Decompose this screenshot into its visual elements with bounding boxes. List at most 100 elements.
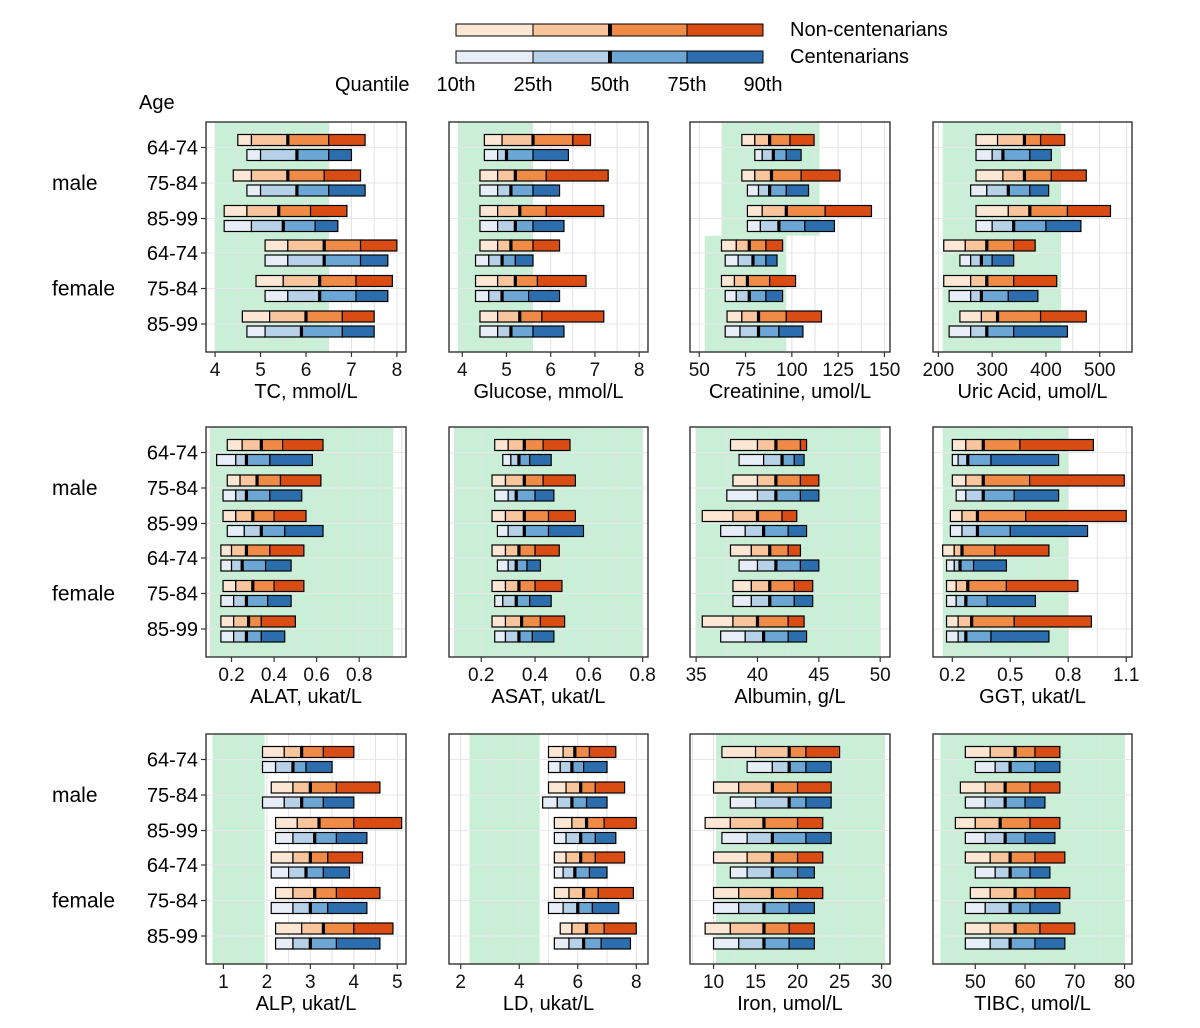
legend-swatch-non-centenarian-3 — [609, 23, 688, 37]
bar-non-centenarian-q4 — [273, 579, 305, 593]
median-marker — [768, 134, 772, 146]
bar-centenarian-q4 — [335, 831, 368, 845]
x-tick-label: 25 — [829, 972, 850, 993]
bar-centenarian-q1 — [724, 289, 737, 303]
bar-centenarian-q4 — [359, 254, 389, 267]
x-axis-label: Iron, umol/L — [737, 993, 843, 1015]
bar-non-centenarian-q4 — [341, 310, 375, 323]
median-marker — [579, 782, 583, 793]
bar-centenarian-q4 — [327, 901, 368, 915]
bar-non-centenarian-q3 — [763, 922, 790, 935]
bar-centenarian-q2 — [497, 219, 516, 233]
bar-non-centenarian-q1 — [222, 509, 237, 523]
median-marker — [513, 275, 517, 287]
bar-non-centenarian-q2 — [732, 615, 759, 628]
bar-non-centenarian-q3 — [1023, 169, 1052, 182]
median-marker — [998, 817, 1002, 829]
bar-non-centenarian-q4 — [603, 816, 637, 830]
bar-centenarian-q3 — [577, 901, 593, 915]
bar-centenarian-q3 — [1007, 184, 1031, 197]
bar-non-centenarian-q3 — [521, 615, 542, 628]
bar-centenarian-q3 — [1009, 760, 1036, 774]
legend-swatch-non-centenarian-4 — [686, 23, 764, 37]
bar-centenarian-q3 — [323, 254, 362, 267]
x-tick-label: 50 — [965, 972, 986, 993]
panel-frame — [205, 426, 407, 658]
bar-centenarian-q2 — [488, 289, 503, 303]
legend-quantile-label: 75th — [668, 74, 707, 96]
median-marker — [513, 170, 517, 181]
bar-non-centenarian-q3 — [585, 922, 605, 935]
bar-non-centenarian-q1 — [222, 579, 237, 593]
bar-non-centenarian-q3 — [256, 474, 282, 487]
median-marker — [985, 240, 989, 251]
age-label: 85-99 — [147, 926, 198, 948]
bar-non-centenarian-q3 — [1014, 922, 1041, 935]
bar-non-centenarian-q1 — [959, 310, 983, 323]
bar-non-centenarian-q4 — [1029, 474, 1125, 487]
group-label-female: female — [52, 278, 115, 301]
bar-centenarian-q1 — [226, 524, 245, 538]
bar-centenarian-q3 — [1004, 796, 1026, 809]
bar-non-centenarian-q1 — [951, 438, 967, 452]
median-marker — [985, 275, 989, 287]
median-marker — [995, 311, 1000, 322]
bar-non-centenarian-q2 — [296, 816, 320, 830]
x-tick-label: 125 — [822, 360, 854, 381]
bar-non-centenarian-q2 — [301, 922, 324, 935]
bar-non-centenarian-q3 — [319, 274, 357, 288]
x-tick-label: 50 — [870, 665, 891, 686]
bar-non-centenarian-q4 — [359, 239, 398, 252]
panel-frame — [689, 426, 891, 658]
median-marker — [960, 545, 964, 556]
x-tick-label: 400 — [1030, 360, 1062, 381]
bar-non-centenarian-q3 — [748, 239, 767, 252]
bar-centenarian-q4 — [341, 325, 375, 338]
bar-non-centenarian-q2 — [497, 310, 521, 323]
bar-non-centenarian-q4 — [1034, 851, 1066, 864]
bar-centenarian-q2 — [497, 325, 512, 338]
bar-centenarian-q1 — [274, 937, 294, 950]
bar-non-centenarian-q3 — [756, 509, 783, 523]
bar-non-centenarian-q1 — [732, 579, 752, 593]
bar-non-centenarian-q2 — [233, 615, 250, 628]
bar-non-centenarian-q1 — [720, 274, 736, 288]
bar-non-centenarian-q2 — [292, 851, 311, 864]
bar-centenarian-q3 — [752, 254, 767, 267]
bar-centenarian-q2 — [970, 325, 988, 338]
bar-non-centenarian-q3 — [247, 615, 262, 628]
x-tick-label: 0.8 — [629, 665, 655, 686]
bar-non-centenarian-q1 — [491, 615, 507, 628]
bar-centenarian-q3 — [514, 219, 534, 233]
median-marker — [1013, 746, 1017, 758]
bar-centenarian-q1 — [964, 796, 986, 809]
bar-non-centenarian-q2 — [504, 474, 525, 487]
bar-non-centenarian-q3 — [1009, 851, 1036, 864]
x-tick-label: 35 — [686, 665, 707, 686]
median-marker — [1028, 205, 1032, 217]
bar-centenarian-q2 — [283, 796, 303, 809]
bar-centenarian-q4 — [1029, 901, 1061, 915]
bar-centenarian-q3 — [757, 325, 780, 338]
bar-centenarian-q3 — [976, 524, 1011, 538]
bar-non-centenarian-q4 — [805, 745, 841, 759]
median-marker — [514, 490, 518, 501]
bar-centenarian-q4 — [1013, 325, 1069, 338]
bar-non-centenarian-q4 — [539, 615, 566, 628]
median-marker — [308, 782, 312, 793]
bar-non-centenarian-q1 — [732, 474, 759, 487]
x-tick-label: 300 — [976, 360, 1008, 381]
bar-non-centenarian-q3 — [775, 474, 802, 487]
bar-non-centenarian-q4 — [1039, 133, 1066, 147]
age-label: 75-84 — [147, 785, 198, 807]
bar-non-centenarian-q1 — [726, 310, 743, 323]
panel-9: 1 2 3 4 5 ALP, ukat/L 64-74 75-84 85-99 male 64-74… — [52, 733, 407, 1015]
bar-centenarian-q4 — [765, 289, 784, 303]
bar-non-centenarian-q2 — [984, 781, 1006, 794]
median-marker — [518, 205, 522, 217]
bar-non-centenarian-q2 — [729, 922, 765, 935]
bar-non-centenarian-q2 — [497, 169, 516, 182]
bar-non-centenarian-q3 — [769, 579, 795, 593]
age-label: 85-99 — [147, 314, 198, 336]
panel-2: 4 5 6 7 8 Glucose, mmol/L — [448, 121, 649, 403]
